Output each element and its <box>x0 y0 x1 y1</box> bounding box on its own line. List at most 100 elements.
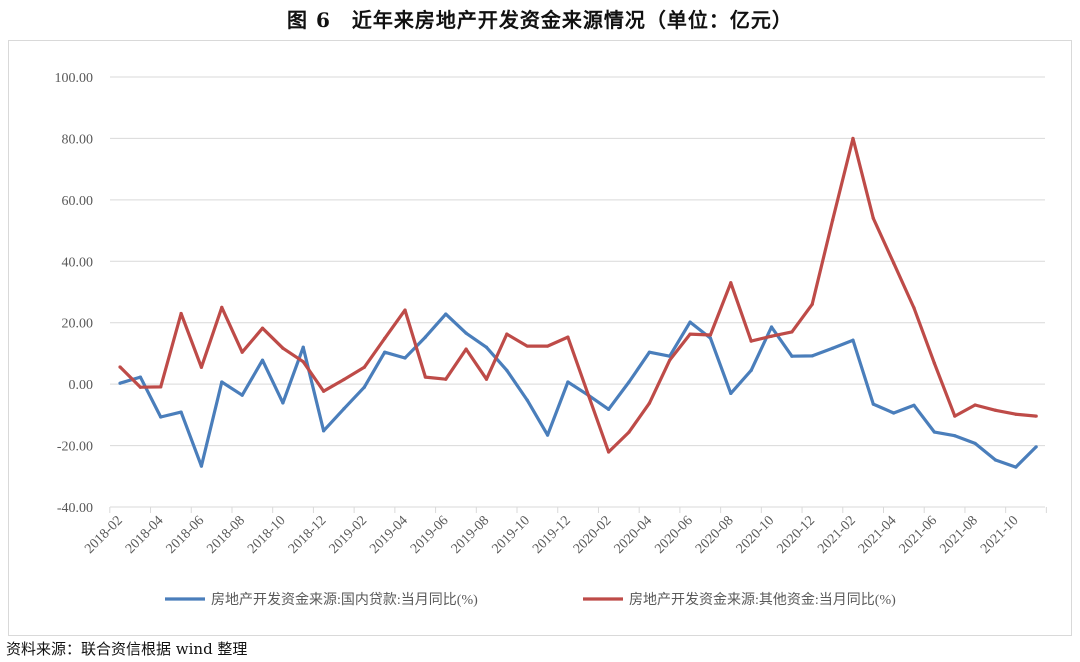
data-point <box>790 330 794 334</box>
x-tick-label: 2018-08 <box>204 513 248 557</box>
y-tick-label: 40.00 <box>62 255 94 270</box>
y-tick-label: 20.00 <box>62 317 94 332</box>
data-point <box>301 360 305 364</box>
data-point <box>525 344 529 348</box>
data-point <box>342 377 346 382</box>
data-point <box>607 407 611 411</box>
data-point <box>118 381 122 385</box>
data-point <box>871 402 875 406</box>
data-point <box>831 218 835 222</box>
x-tick-label: 2019-08 <box>449 513 493 557</box>
x-tick-label: 2020-04 <box>612 513 656 557</box>
data-point <box>525 398 529 402</box>
data-point <box>423 335 427 339</box>
data-point <box>464 347 468 351</box>
data-point <box>118 365 122 369</box>
data-point <box>403 308 407 312</box>
data-point <box>688 332 692 336</box>
series-line-2 <box>118 136 1037 454</box>
x-tick-label: 2019-12 <box>530 513 574 557</box>
data-point <box>871 216 875 220</box>
data-point <box>769 325 774 329</box>
data-point <box>627 380 631 384</box>
data-point <box>627 430 631 434</box>
data-point <box>362 365 366 369</box>
chart-title: 图 6 近年来房地产开发资金来源情况（单位：亿元） <box>287 8 793 32</box>
data-point <box>179 410 183 414</box>
y-tick-label: -20.00 <box>57 440 93 455</box>
data-point <box>892 411 896 415</box>
data-point <box>240 393 244 397</box>
data-point <box>342 407 346 411</box>
legend-label-2: 房地产开发资金来源:其他资金:当月同比(%) <box>629 592 896 608</box>
y-tick-label: 0.00 <box>69 378 94 393</box>
x-tick-label: 2019-04 <box>367 513 411 557</box>
y-tick-label: 100.00 <box>55 71 94 86</box>
data-point <box>199 464 204 468</box>
y-tick-label: 60.00 <box>62 194 94 209</box>
x-tick-label: 2018-10 <box>245 513 289 557</box>
data-point <box>464 331 468 335</box>
x-tick-label: 2018-12 <box>286 513 330 557</box>
data-point <box>383 350 387 354</box>
legend-label-1: 房地产开发资金来源:国内贷款:当月同比(%) <box>211 592 478 608</box>
data-point <box>790 354 794 358</box>
data-point <box>1014 412 1018 416</box>
data-point <box>851 136 855 141</box>
data-point <box>647 350 651 354</box>
x-tick-label: 2019-10 <box>489 513 533 557</box>
y-tick-label: 80.00 <box>62 132 94 147</box>
data-point <box>831 346 835 350</box>
x-tick-label: 2021-02 <box>815 513 859 557</box>
data-point <box>566 335 570 339</box>
data-point <box>729 281 733 285</box>
data-point <box>708 333 713 337</box>
data-point <box>220 305 224 309</box>
data-point <box>607 450 611 454</box>
x-tick-label: 2018-06 <box>164 513 208 557</box>
x-tick-label: 2021-06 <box>897 513 941 557</box>
data-point <box>260 358 265 362</box>
data-point <box>301 345 305 349</box>
x-tick-label: 2021-10 <box>978 513 1022 557</box>
line-chart: 100.00 80.00 60.00 40.00 20.00 0.00 -20.00 -40.… <box>55 71 1047 608</box>
x-tick-label: 2020-06 <box>652 513 696 557</box>
data-point <box>688 320 692 324</box>
x-tick-label: 2020-12 <box>774 513 818 557</box>
data-point <box>892 261 896 265</box>
data-point <box>322 389 326 393</box>
data-point <box>566 380 570 384</box>
y-tick-label: -40.00 <box>57 501 93 516</box>
data-point <box>708 336 713 340</box>
data-point <box>281 346 285 350</box>
data-point <box>932 430 937 434</box>
data-point <box>545 344 550 348</box>
x-tick-label: 2020-10 <box>734 513 778 557</box>
data-point <box>362 385 366 389</box>
data-point <box>953 434 957 438</box>
x-tick-label: 2021-08 <box>937 513 981 557</box>
data-point <box>484 377 489 381</box>
data-point <box>240 350 244 354</box>
data-point <box>159 415 163 419</box>
data-point <box>138 375 142 379</box>
data-point <box>545 433 550 437</box>
data-point <box>484 345 489 349</box>
data-point <box>444 377 448 381</box>
x-tick-label: 2020-08 <box>693 513 737 557</box>
data-point <box>749 368 753 372</box>
data-point <box>647 401 651 405</box>
data-point <box>749 339 753 343</box>
data-point <box>932 361 937 365</box>
data-point <box>668 358 672 362</box>
data-point <box>281 401 285 405</box>
data-point <box>260 326 265 330</box>
data-point <box>586 393 590 397</box>
data-point <box>403 356 407 360</box>
data-point <box>159 385 163 389</box>
x-tick-label: 2018-02 <box>82 513 126 557</box>
data-point <box>423 375 427 379</box>
data-point <box>505 332 509 336</box>
data-point <box>993 408 998 412</box>
data-point <box>973 403 977 407</box>
